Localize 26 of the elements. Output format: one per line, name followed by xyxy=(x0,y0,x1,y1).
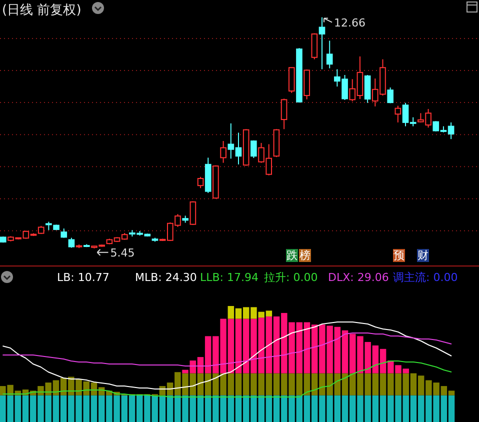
annotation: 5.45 xyxy=(110,246,135,260)
annotation: 榜 xyxy=(300,249,310,262)
candlestick xyxy=(197,176,204,189)
text: LB: 10.77 xyxy=(57,271,110,284)
candlestick xyxy=(288,66,295,94)
candlestick xyxy=(190,200,196,226)
text: 调主流: 0.00 xyxy=(393,271,458,284)
text: 拉升: 0.00 xyxy=(264,271,318,284)
candlestick xyxy=(326,40,333,69)
annotation: 12.66 xyxy=(334,16,366,30)
candlestick xyxy=(311,32,318,60)
annotation: 预 xyxy=(394,249,404,262)
candlestick xyxy=(364,74,371,104)
text: MLB: 24.30 xyxy=(135,271,197,284)
text: DLX: 29.06 xyxy=(328,271,389,284)
candlestick xyxy=(250,140,257,158)
candlestick xyxy=(60,228,68,238)
candlestick xyxy=(387,86,394,104)
annotation: 财 xyxy=(418,249,428,262)
text: LLB: 17.94 xyxy=(200,271,258,284)
candlestick xyxy=(280,98,288,130)
candlestick xyxy=(318,16,326,70)
candlestick xyxy=(220,140,226,164)
chart-title: (日线 前复权) xyxy=(2,3,82,18)
candlestick xyxy=(394,105,402,123)
annotation: 跌 xyxy=(286,249,298,262)
